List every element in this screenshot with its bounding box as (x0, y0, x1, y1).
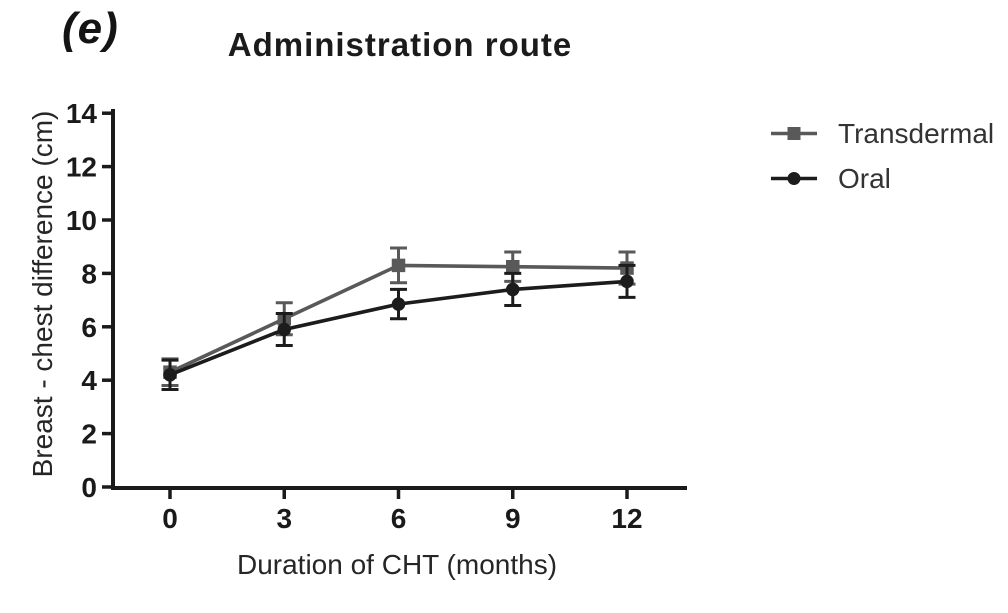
x-axis-title: Duration of CHT (months) (236, 549, 558, 580)
svg-text:0: 0 (81, 472, 97, 503)
svg-text:12: 12 (66, 152, 97, 183)
svg-text:12: 12 (611, 503, 642, 534)
legend: Transdermal Oral (771, 117, 994, 207)
svg-text:10: 10 (66, 205, 97, 236)
svg-text:6: 6 (391, 503, 407, 534)
svg-text:3: 3 (276, 503, 292, 534)
svg-text:4: 4 (81, 365, 97, 396)
svg-text:2: 2 (81, 419, 97, 450)
chart-title: Administration route (227, 26, 573, 63)
y-axis-title: Breast - chest difference (cm) (27, 110, 58, 478)
legend-label-transdermal: Transdermal (838, 117, 995, 149)
svg-text:9: 9 (505, 503, 521, 534)
oral-marker-icon (771, 172, 817, 185)
panel-label: (e) (62, 4, 119, 53)
svg-text:14: 14 (66, 98, 98, 129)
legend-label-oral: Oral (838, 162, 891, 194)
legend-item-transdermal: Transdermal (771, 117, 994, 150)
legend-item-oral: Oral (771, 162, 994, 195)
svg-text:0: 0 (162, 503, 178, 534)
svg-text:6: 6 (81, 312, 97, 343)
transdermal-marker-icon (771, 127, 817, 140)
svg-text:8: 8 (81, 258, 97, 289)
